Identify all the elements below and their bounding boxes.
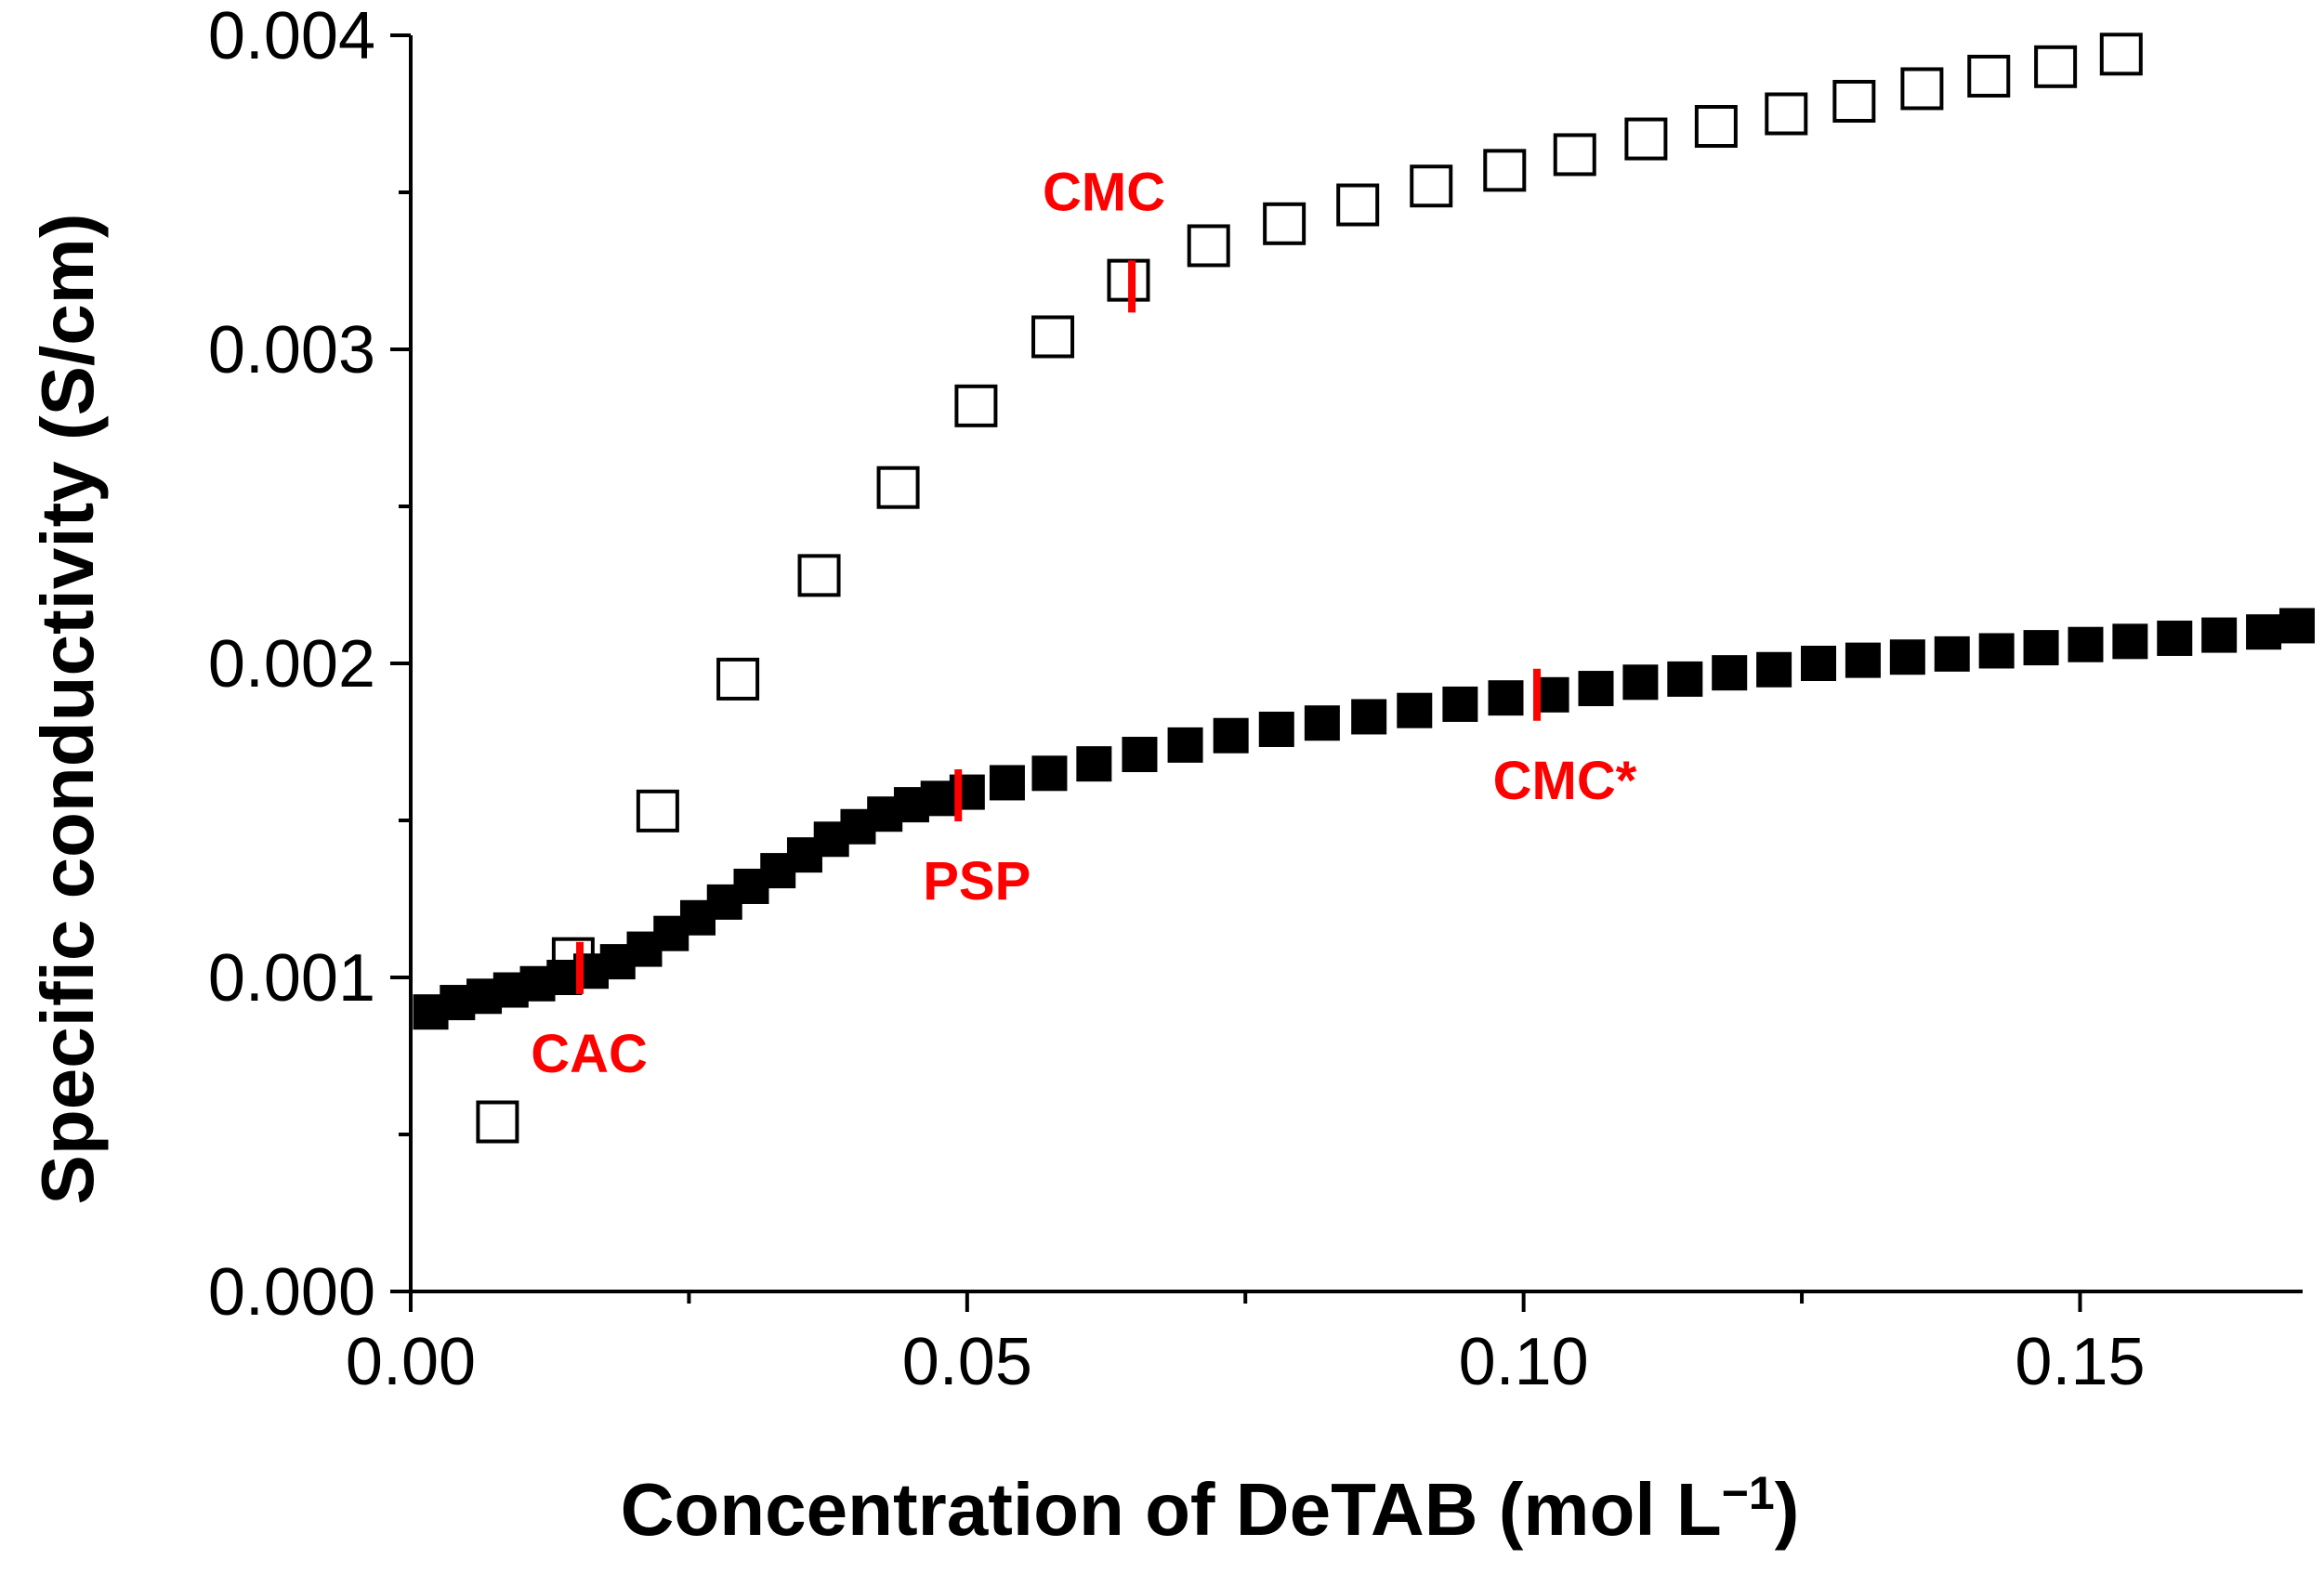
- axes: 0.00 0.05 0.10 0.15 0.000 0.001 0.002 0.003 0.00…: [208, 0, 2303, 1399]
- filled-square-point: [1304, 705, 1340, 741]
- y-tick-label: 0.002: [208, 627, 375, 701]
- filled-square-point: [1213, 717, 1249, 754]
- filled-square-point: [1167, 727, 1203, 763]
- open-square-point: [1624, 117, 1668, 161]
- filled-square-point: [1442, 686, 1478, 722]
- filled-square-point: [2068, 626, 2104, 662]
- open-square-point: [1031, 315, 1075, 359]
- filled-square-point: [2157, 620, 2193, 656]
- x-axis-title: Concentration of DeTAB (mol L−1): [621, 1467, 1800, 1551]
- filled-square-point: [1122, 737, 1158, 773]
- x-axis-title-superscript: −1: [1722, 1467, 1775, 1519]
- open-square-point: [2099, 33, 2143, 76]
- open-square-point: [1900, 67, 1944, 111]
- filled-square-point: [1351, 699, 1387, 735]
- filled-square-point: [2201, 617, 2238, 653]
- open-square-point: [1832, 79, 1876, 123]
- filled-square-point: [1397, 692, 1433, 728]
- annotation-label-psp: PSP: [923, 851, 1031, 911]
- filled-square-point: [2279, 608, 2316, 644]
- open-square-point: [716, 657, 760, 701]
- filled-square-point: [1978, 633, 2015, 669]
- filled-square-point: [1488, 680, 1524, 716]
- annotation-label-cmc: CMC: [1043, 162, 1165, 222]
- open-square-point: [797, 554, 841, 597]
- open-square-point: [636, 789, 679, 832]
- open-square-point: [1336, 183, 1380, 227]
- y-tick-label: 0.003: [208, 313, 375, 387]
- filled-square-point: [1076, 746, 1112, 782]
- filled-square-point: [1889, 639, 1925, 675]
- filled-square-point: [2246, 614, 2282, 650]
- open-square-point: [1967, 54, 2011, 98]
- open-square-point: [1553, 133, 1596, 177]
- open-square-point: [1765, 92, 1808, 136]
- x-tick-label: 0.15: [2015, 1325, 2145, 1399]
- filled-square-point: [1712, 655, 1748, 691]
- open-square-point: [1410, 164, 1453, 208]
- y-tick-label: 0.004: [208, 0, 375, 73]
- plot-area: [413, 33, 2316, 1144]
- filled-square-point: [1622, 664, 1659, 701]
- open-square-point: [2034, 45, 2078, 88]
- filled-square-point: [1801, 646, 1837, 681]
- y-tick-label: 0.001: [208, 941, 375, 1016]
- filled-square-point: [1258, 711, 1294, 747]
- filled-square-point: [989, 765, 1025, 801]
- x-tick-label: 0.00: [346, 1325, 476, 1399]
- open-square-point: [476, 1100, 519, 1144]
- annotations: CMC PSP CAC CMC*: [531, 162, 1637, 1083]
- filled-square-point: [1031, 755, 1068, 792]
- open-square-point: [1263, 202, 1306, 245]
- filled-square-point: [1934, 636, 1970, 672]
- filled-square-point: [2112, 623, 2148, 660]
- open-square-point: [1483, 149, 1527, 192]
- filled-square-point: [1845, 642, 1881, 678]
- filled-square-point: [1667, 661, 1703, 697]
- y-tick-label: 0.000: [208, 1255, 375, 1330]
- filled-square-point: [1756, 651, 1792, 688]
- open-square-point: [1187, 224, 1230, 268]
- open-square-point: [954, 384, 998, 427]
- x-tick-label: 0.05: [902, 1325, 1032, 1399]
- annotation-label-cac: CAC: [531, 1024, 648, 1084]
- open-square-point: [1694, 105, 1738, 149]
- annotation-label-cmc-star: CMC*: [1493, 751, 1637, 811]
- filled-square-point: [2023, 630, 2059, 666]
- y-axis-title: Specific conductivity (S/cm): [26, 214, 109, 1205]
- x-tick-label: 0.10: [1459, 1325, 1589, 1399]
- x-axis-title-main: Concentration of DeTAB (mol L: [621, 1468, 1722, 1551]
- open-square-point: [876, 465, 920, 509]
- x-axis-title-close: ): [1775, 1468, 1800, 1551]
- filled-square-point: [1578, 671, 1614, 707]
